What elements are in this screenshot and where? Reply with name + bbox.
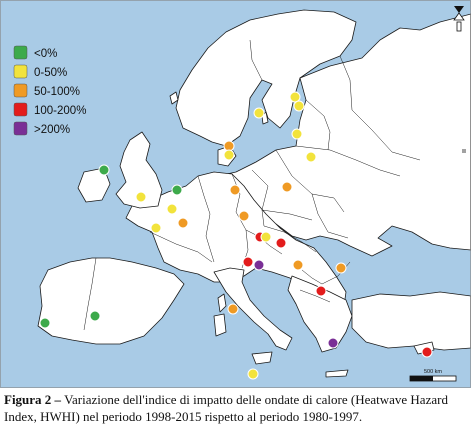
- marker-100-200: [315, 285, 327, 297]
- land-great-britain: [115, 131, 163, 209]
- land-sicily: [251, 351, 273, 365]
- caption-title: Figura 2 –: [4, 392, 62, 407]
- landmasses: [37, 9, 471, 378]
- marker-lt0: [89, 310, 101, 322]
- marker-50-100: [227, 303, 239, 315]
- marker-lt0: [39, 317, 51, 329]
- legend-label: >200%: [34, 124, 70, 136]
- land-corsica: [217, 293, 227, 313]
- map-frame: <0% 0-50% 50-100% 100-200% >200%: [0, 0, 471, 388]
- marker-0-50: [291, 128, 303, 140]
- scale-bar: 500 km: [409, 369, 457, 382]
- marker-0-50: [305, 151, 317, 163]
- legend-swatch: [13, 83, 28, 98]
- marker-gt200: [253, 259, 265, 271]
- land-shetland: [169, 91, 179, 105]
- legend-item: 0-50%: [13, 64, 67, 79]
- marker-50-100: [238, 210, 250, 222]
- marker-50-100: [281, 181, 293, 193]
- frame-ticks: [462, 149, 466, 153]
- legend-label: 0-50%: [34, 67, 67, 79]
- legend-swatch: [13, 64, 28, 79]
- legend: <0% 0-50% 50-100% 100-200% >200%: [13, 45, 86, 136]
- marker-0-50: [289, 91, 301, 103]
- legend-label: 100-200%: [34, 105, 86, 117]
- land-balkans: [287, 275, 353, 353]
- marker-0-50: [260, 231, 272, 243]
- scale-bar-label: 500 km: [424, 369, 442, 375]
- marker-0-50: [166, 203, 178, 215]
- marker-0-50: [223, 149, 235, 161]
- marker-0-50: [253, 107, 265, 119]
- land-continent: [211, 13, 471, 257]
- land-sardinia: [213, 313, 227, 337]
- marker-0-50: [135, 191, 147, 203]
- marker-100-200: [242, 256, 254, 268]
- legend-item: <0%: [13, 45, 57, 60]
- legend-swatch: [13, 45, 28, 60]
- land-turkey: [351, 291, 471, 351]
- marker-0-50: [293, 100, 305, 112]
- legend-swatch: [13, 102, 28, 117]
- marker-100-200: [421, 346, 433, 358]
- marker-lt0: [98, 164, 110, 176]
- marker-gt200: [327, 337, 339, 349]
- legend-swatch: [13, 121, 28, 136]
- marker-100-200: [275, 237, 287, 249]
- legend-label: <0%: [34, 48, 57, 60]
- legend-label: 50-100%: [34, 86, 80, 98]
- figure-caption: Figura 2 – Variazione dell'indice di imp…: [4, 391, 468, 425]
- land-crete: [325, 369, 349, 378]
- legend-item: >200%: [13, 121, 70, 136]
- land-iberia: [37, 257, 185, 345]
- land-italy: [213, 267, 293, 351]
- marker-lt0: [171, 184, 183, 196]
- marker-50-100: [229, 184, 241, 196]
- marker-50-100: [335, 262, 347, 274]
- station-markers: [39, 91, 433, 380]
- caption-text: Variazione dell'indice di impatto delle …: [4, 392, 448, 424]
- legend-item: 50-100%: [13, 83, 80, 98]
- legend-item: 100-200%: [13, 102, 86, 117]
- marker-0-50: [247, 368, 259, 380]
- marker-0-50: [150, 222, 162, 234]
- marker-50-100: [177, 217, 189, 229]
- north-arrow-icon: [453, 6, 465, 32]
- marker-50-100: [292, 259, 304, 271]
